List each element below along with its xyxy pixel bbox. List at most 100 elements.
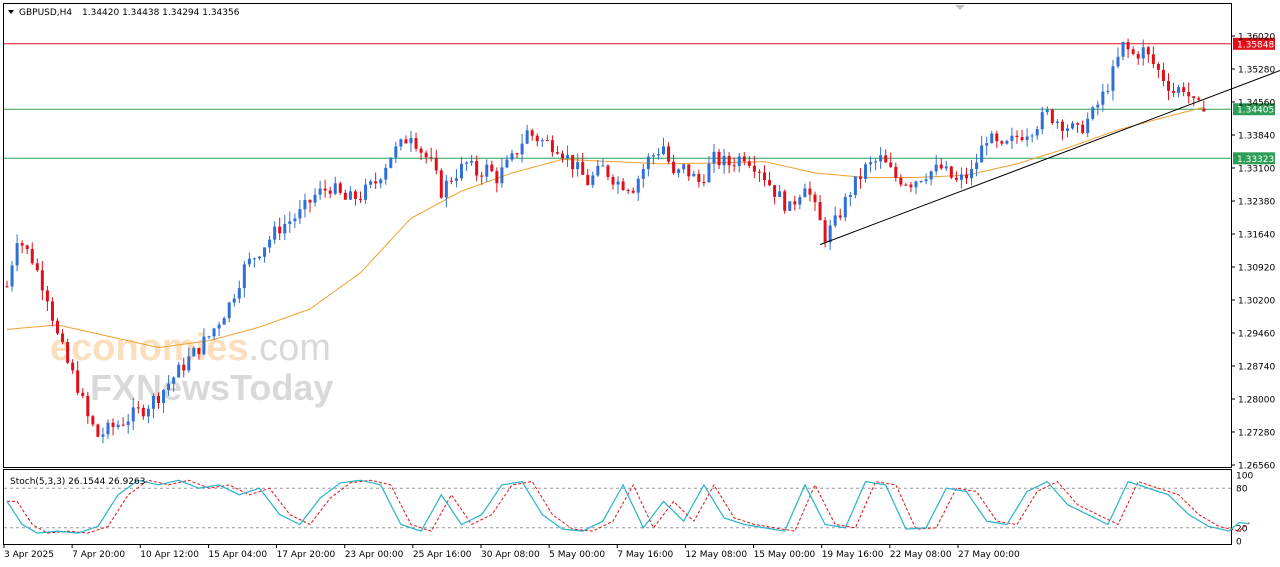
candle-body: [1177, 87, 1181, 93]
candle-body: [81, 392, 85, 396]
price-tick-label: 1.26560: [1238, 462, 1275, 472]
candle-body: [919, 181, 923, 183]
candle-body: [76, 370, 80, 393]
candle-body: [91, 416, 95, 425]
trendline[interactable]: [819, 67, 1280, 246]
price-tick-label: 1.31640: [1238, 231, 1275, 241]
candle-body: [889, 162, 893, 167]
horizontal-levels: [4, 43, 1231, 159]
candle-body: [545, 140, 549, 142]
candle-body: [1172, 90, 1176, 93]
candle-body: [621, 181, 625, 191]
candle-body: [1091, 107, 1095, 119]
candle-body: [454, 178, 458, 182]
candle-body: [338, 183, 342, 193]
candle-body: [636, 178, 640, 193]
candle-body: [737, 156, 741, 167]
candle-body: [414, 138, 418, 149]
candle-body: [1096, 104, 1100, 108]
candle-body: [369, 181, 373, 185]
candle-body: [404, 139, 408, 144]
candle-body: [146, 408, 150, 417]
candle-body: [631, 190, 635, 193]
candle-body: [429, 157, 433, 159]
candle-body: [980, 145, 984, 163]
candle-body: [293, 218, 297, 222]
candle-body: [86, 395, 90, 417]
time-axis: 3 Apr 2025 7 Apr 20:00 10 Apr 12:00 15 Apr …: [3, 545, 1020, 560]
candle-body: [258, 256, 261, 259]
time-tick-label: 7 May 16:00: [617, 550, 673, 560]
candle-body: [581, 162, 585, 175]
stoch-tick-label: 0: [1236, 538, 1242, 548]
candle-body: [323, 188, 327, 191]
candle-body: [727, 155, 731, 166]
candle-body: [157, 395, 160, 403]
candle-body: [651, 155, 655, 157]
candle-body: [586, 174, 590, 186]
level-tag-2: [1233, 103, 1275, 116]
candle-body: [1015, 135, 1019, 138]
candle-body: [50, 301, 54, 321]
candle-body: [1202, 108, 1206, 112]
candle-body: [848, 195, 852, 197]
candle-body: [838, 215, 842, 218]
candle-body: [611, 176, 615, 185]
candle-body: [530, 130, 534, 136]
candle-body: [591, 175, 595, 186]
candle-body: [778, 191, 782, 197]
candle-body: [505, 159, 509, 168]
candle-body: [197, 347, 201, 355]
candle-body: [71, 362, 75, 371]
candle-body: [535, 135, 539, 142]
candle-body: [970, 168, 974, 179]
candle-body: [1187, 91, 1191, 97]
candle-body: [475, 161, 479, 176]
candle-body: [131, 407, 135, 422]
candle-body: [1000, 141, 1004, 144]
candle-body: [1045, 109, 1049, 113]
collapse-arrow-icon[interactable]: [8, 10, 14, 14]
candle-body: [192, 347, 196, 357]
candle-body: [1081, 124, 1085, 133]
candle-body: [525, 130, 529, 144]
main-panel-frame: [3, 3, 1232, 468]
candle-body: [853, 176, 857, 196]
candle-body: [227, 302, 231, 319]
stoch-main-line: [6, 479, 1250, 534]
candle-body: [409, 138, 413, 144]
candle-body: [677, 169, 681, 174]
candle-body: [828, 225, 832, 243]
candle-body: [646, 156, 650, 170]
candle-body: [1116, 56, 1120, 67]
candle-body: [939, 164, 943, 169]
price-tick-label: 1.33100: [1238, 165, 1275, 175]
candle-body: [909, 184, 913, 188]
candle-body: [333, 183, 337, 194]
candle-body: [793, 201, 797, 205]
candle-body: [904, 184, 908, 186]
candle-body: [172, 377, 176, 384]
price-tick-label: 1.28000: [1238, 396, 1275, 406]
candle-body: [359, 198, 362, 200]
candle-body: [874, 161, 878, 163]
candle-body: [1086, 118, 1090, 133]
candle-body: [374, 181, 378, 184]
candle-body: [30, 249, 34, 264]
candle-body: [1106, 90, 1110, 92]
candle-body: [247, 258, 251, 265]
moving-average: [6, 106, 1204, 349]
candle-body: [1025, 136, 1029, 141]
candle-body: [136, 407, 140, 409]
candle-body: [212, 328, 216, 337]
candle-body: [1126, 41, 1130, 50]
candle-body: [348, 191, 352, 200]
stoch-tick-label: 80: [1236, 485, 1248, 495]
level-tag-label-2: 1.34405: [1237, 106, 1274, 116]
candle-body: [959, 174, 963, 180]
candle-body: [25, 245, 29, 250]
candle-body: [444, 180, 448, 198]
candle-body: [742, 156, 746, 162]
candle-body: [884, 155, 888, 163]
candle-body: [303, 199, 307, 210]
